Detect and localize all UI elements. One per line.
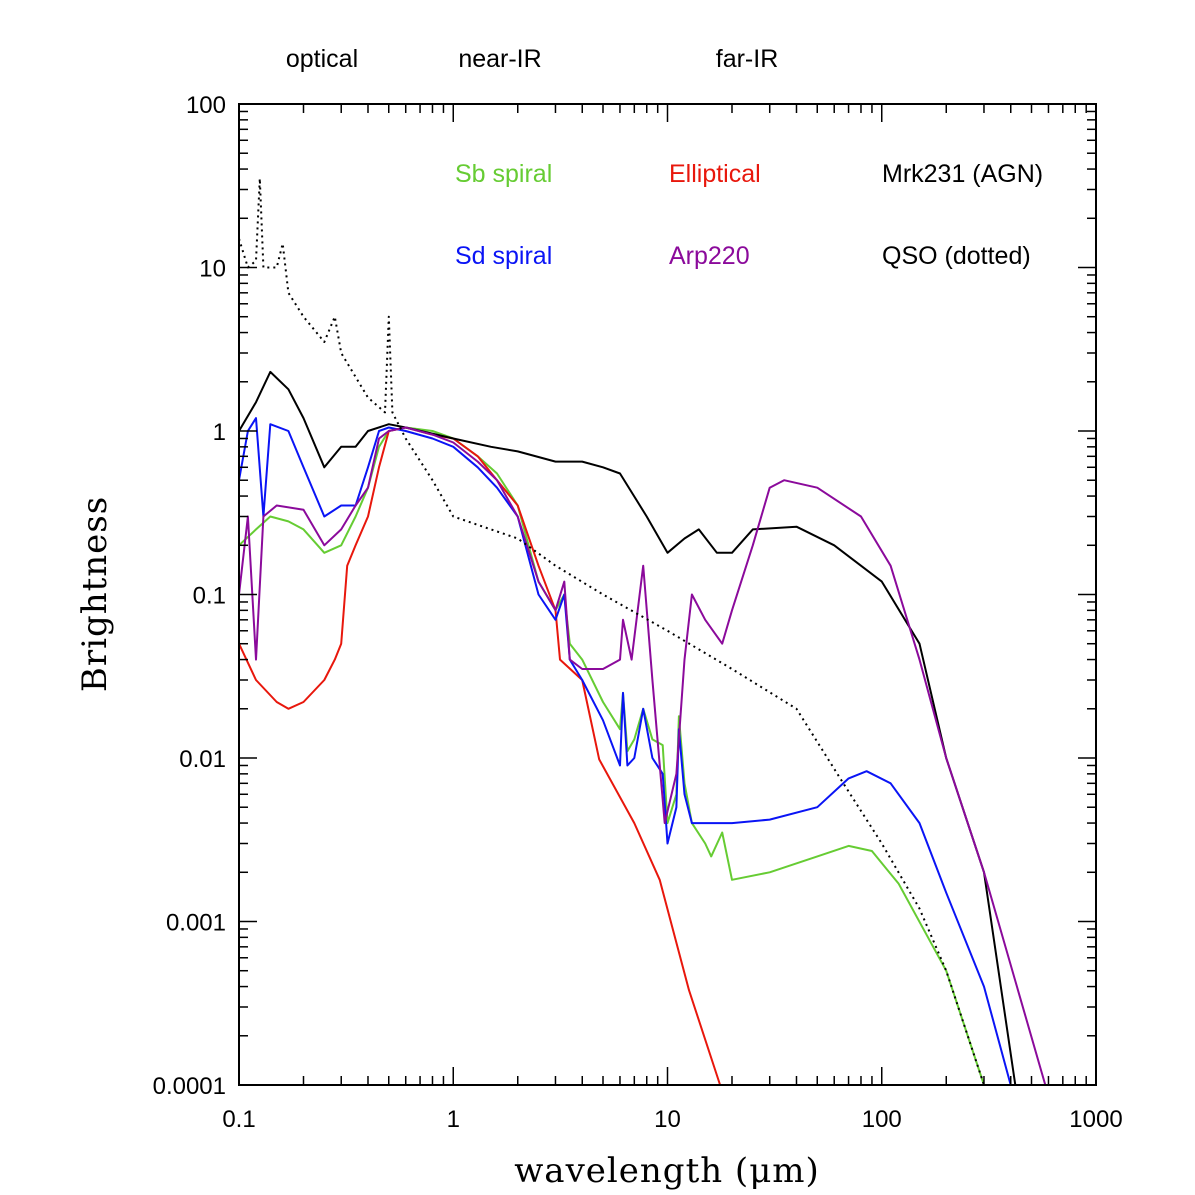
axis-ticks [238,103,1097,1086]
y-tick-label: 0.001 [166,910,226,937]
series-line-elliptical [238,426,722,1086]
legend-arp220: Arp220 [669,242,750,270]
band-label-far-ir: far-IR [716,45,779,73]
series-line-sd-spiral [238,417,1012,1086]
legend-qso: QSO (dotted) [882,242,1031,270]
y-tick-label: 100 [186,92,226,119]
y-tick-label: 0.01 [179,746,226,773]
band-label-near-ir: near-IR [458,45,541,73]
x-tick-label: 10 [654,1106,681,1133]
y-tick-label: 0.0001 [153,1073,226,1100]
x-axis-title: wavelength (μm) [514,1151,820,1191]
legend-mrk231: Mrk231 (AGN) [882,160,1043,188]
y-tick-label: 1 [213,419,226,446]
tick-labels: 0.1 1 10 100 1000 0.0001 0.001 0.01 0.1 1 10 100 [153,92,1123,1133]
y-axis-title: Brightness [75,496,115,692]
y-tick-label: 0.1 [193,583,226,610]
series-line-arp220 [238,426,1047,1086]
legend-elliptical: Elliptical [669,160,761,188]
x-tick-label: 0.1 [222,1106,255,1133]
x-tick-label: 1000 [1069,1106,1122,1133]
series-line-sb-spiral [238,426,985,1086]
x-tick-label: 1 [447,1106,460,1133]
x-tick-label: 100 [862,1106,902,1133]
band-label-optical: optical [286,45,358,73]
series-line-qso-dotted [238,177,985,1086]
curves [238,177,1047,1086]
legend-sd-spiral: Sd spiral [455,242,552,270]
legend-sb-spiral: Sb spiral [455,160,552,188]
y-tick-label: 10 [199,256,226,283]
series-line-mrk231-agn [238,370,1017,1086]
